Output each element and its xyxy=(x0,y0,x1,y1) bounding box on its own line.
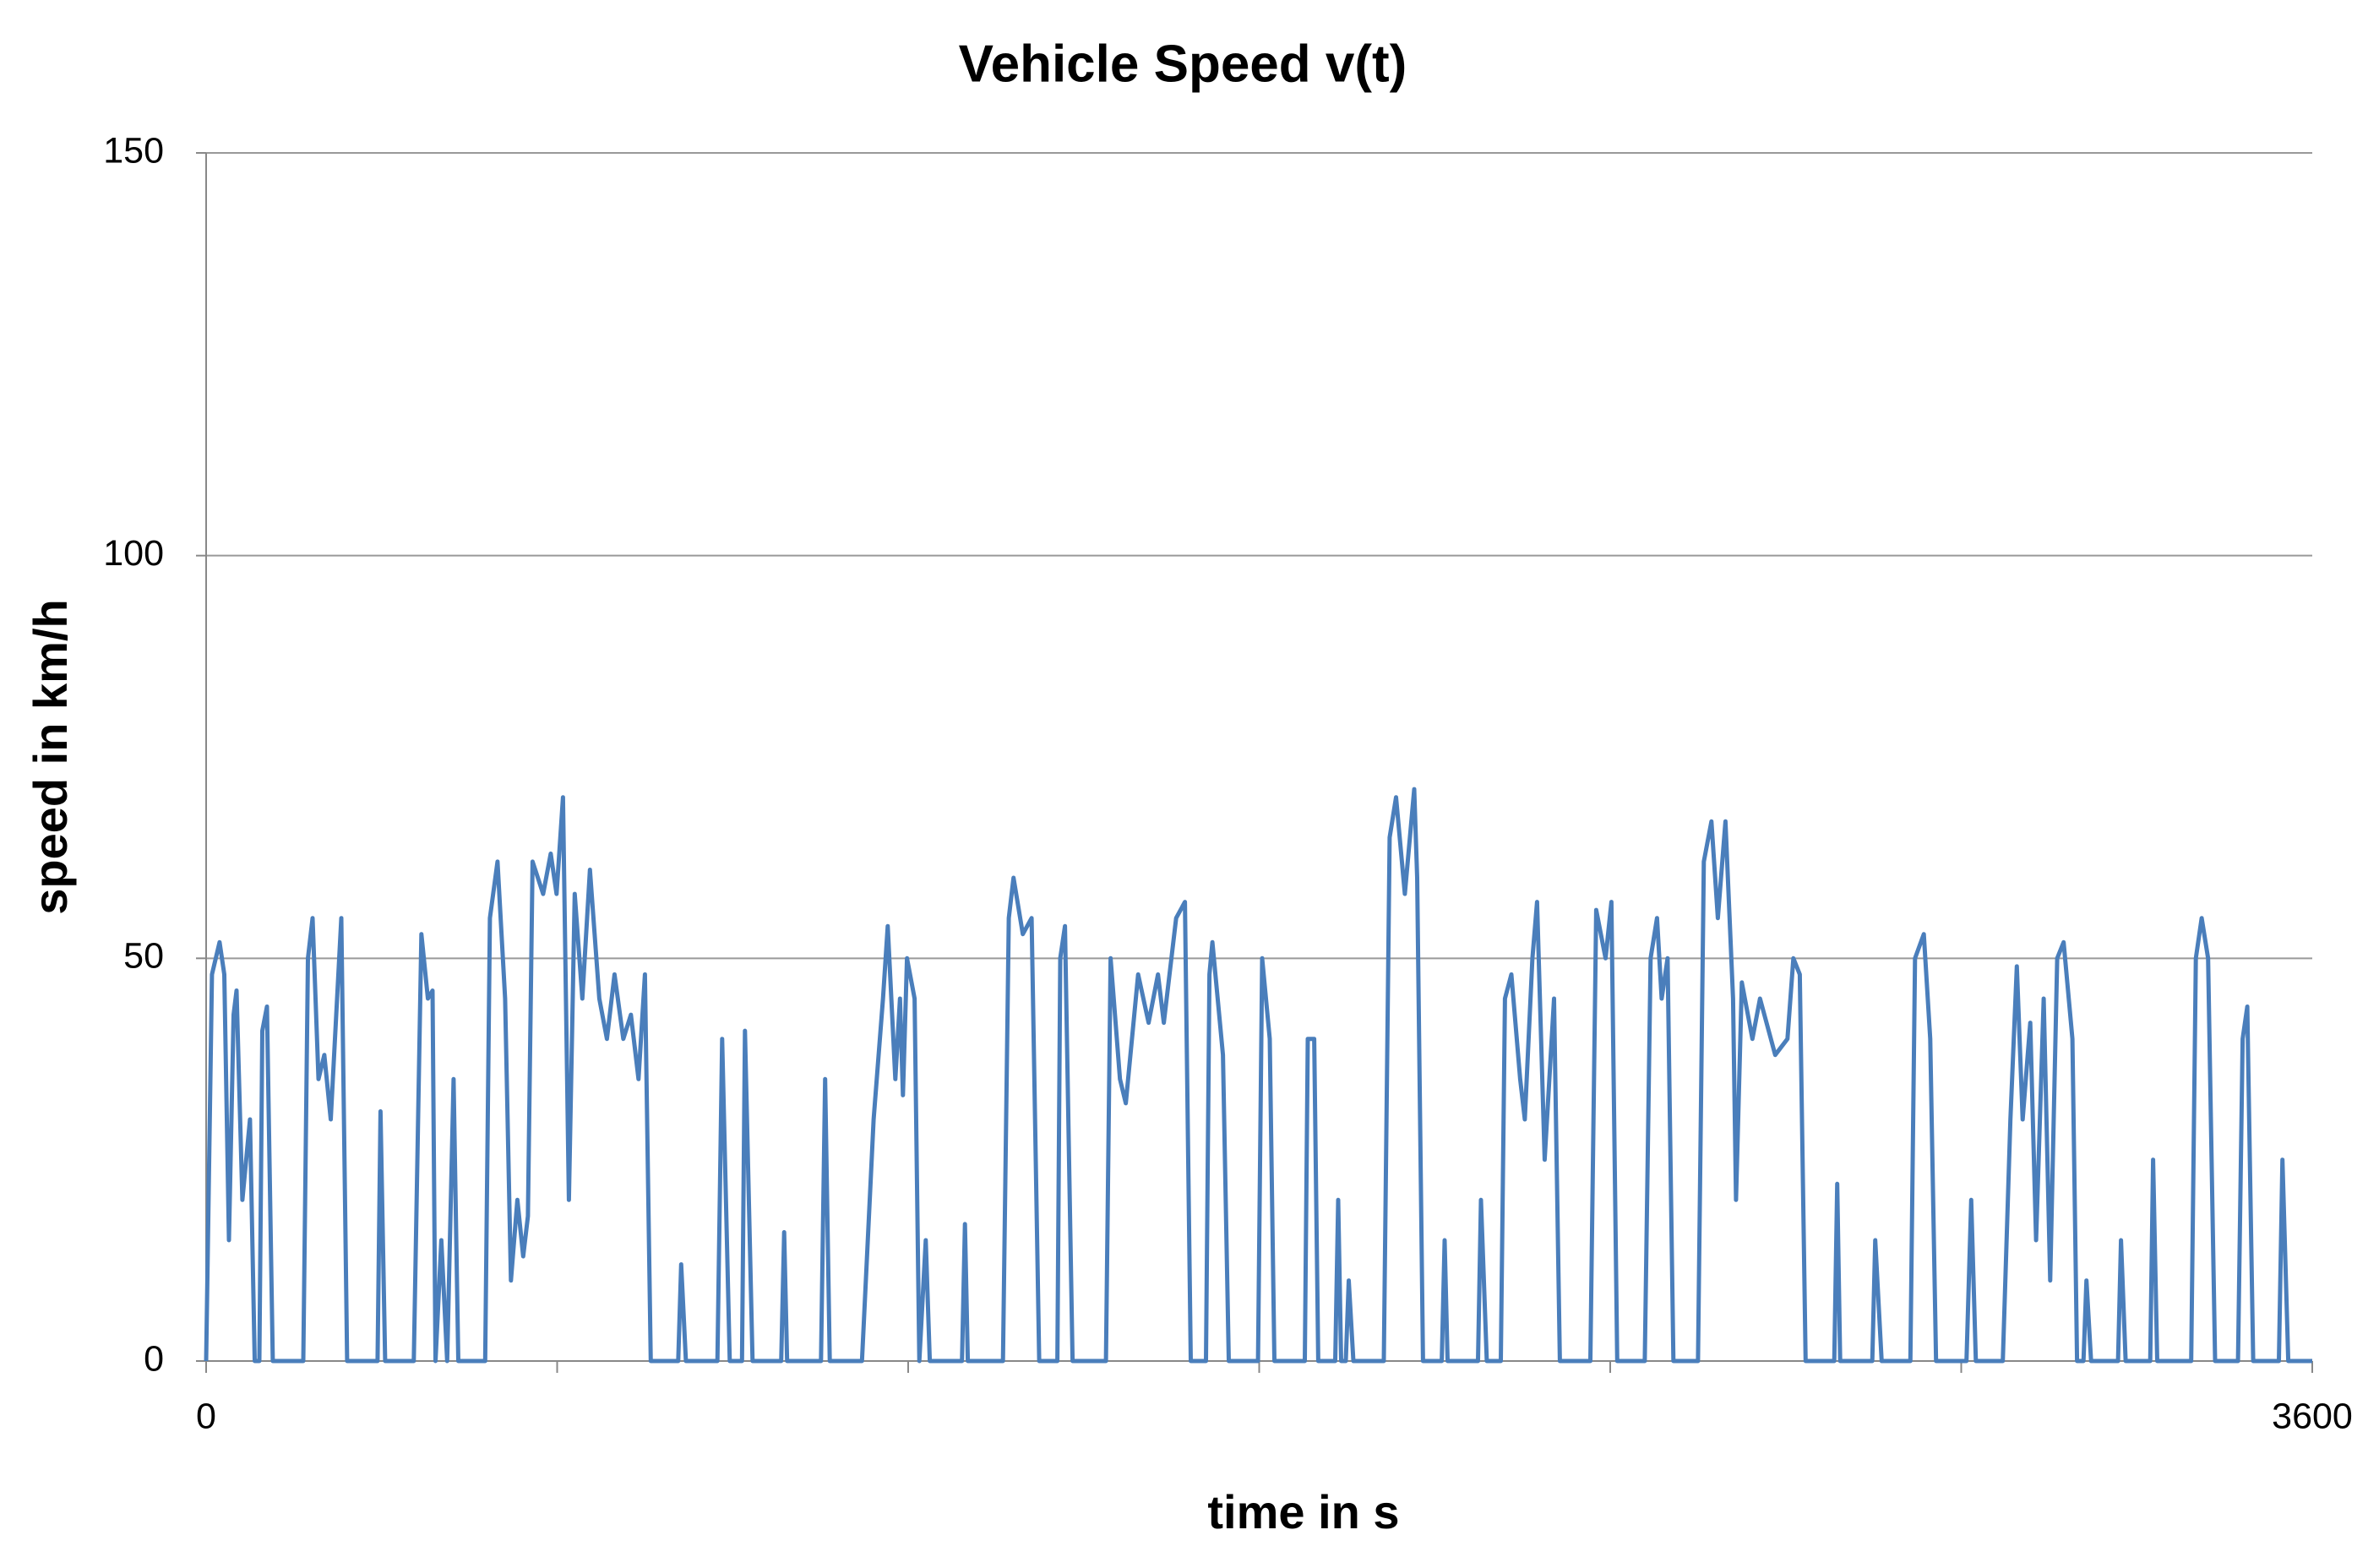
x-tick-label: 3600 xyxy=(2272,1396,2353,1436)
y-tick-label: 150 xyxy=(103,130,164,171)
x-tick-label: 0 xyxy=(196,1396,216,1436)
chart-title: Vehicle Speed v(t) xyxy=(959,35,1407,93)
y-axis-title: speed in km/h xyxy=(24,599,77,914)
x-axis-title: time in s xyxy=(1207,1485,1399,1538)
y-tick-label: 0 xyxy=(144,1338,164,1379)
y-tick-label: 100 xyxy=(103,533,164,574)
data-line xyxy=(204,787,2312,1364)
y-tick-label: 50 xyxy=(123,936,164,977)
